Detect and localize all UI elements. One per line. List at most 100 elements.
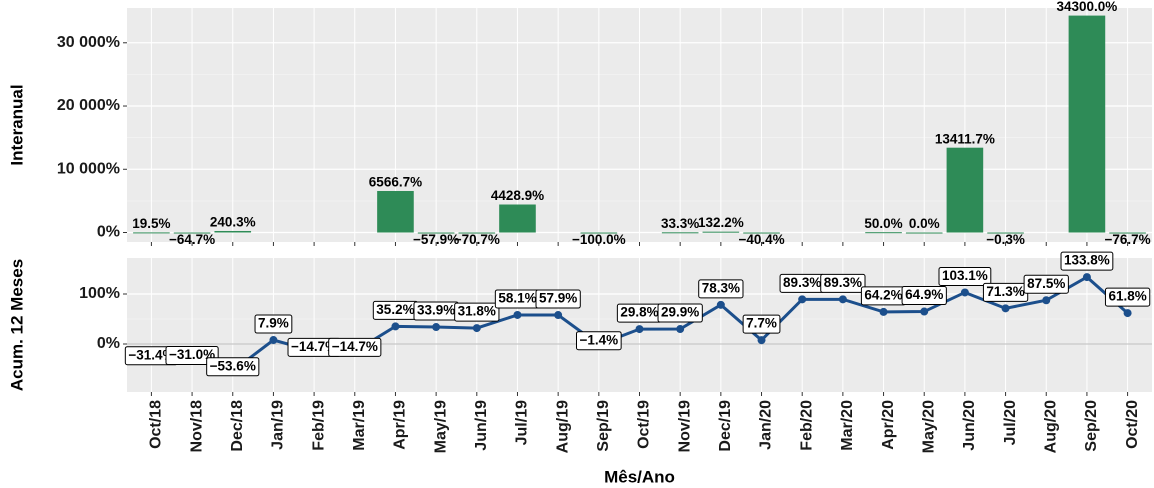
x-tick-label: Mar/19 — [351, 400, 368, 451]
y-axis-title: Acum. 12 Meses — [7, 259, 26, 391]
data-label: 87.5% — [1027, 276, 1065, 291]
data-label-box: −53.6% — [206, 357, 260, 377]
y-tick-label: 10 000% — [57, 160, 120, 177]
label-box — [901, 286, 947, 306]
bar — [865, 232, 902, 234]
data-label: −64.7% — [169, 232, 215, 247]
bar — [1068, 15, 1106, 233]
data-label: 34300.0% — [1057, 0, 1118, 14]
data-label: 57.9% — [539, 291, 577, 306]
data-label-box: 61.8% — [1104, 287, 1151, 307]
point — [920, 307, 929, 316]
bar — [702, 231, 740, 233]
x-tick-label: May/19 — [432, 400, 449, 453]
data-label: 35.2% — [376, 302, 414, 317]
bar — [417, 232, 455, 234]
data-label-box: 7.9% — [254, 314, 293, 334]
data-label-box: 87.5% — [1023, 274, 1069, 294]
data-label-box: −31.4% — [124, 346, 178, 366]
y-tick-label: 100% — [79, 285, 120, 302]
data-label: 13411.7% — [935, 131, 995, 146]
data-label: −70.7% — [454, 232, 500, 247]
data-label: 6566.7% — [369, 175, 422, 190]
label-box — [254, 314, 293, 334]
data-label: 78.3% — [702, 280, 740, 295]
bar — [133, 232, 170, 234]
label-box — [657, 303, 703, 323]
data-label-box: 64.2% — [860, 286, 907, 306]
label-box — [820, 273, 866, 293]
data-label: 7.7% — [746, 316, 777, 331]
data-label: −31.4% — [128, 347, 174, 362]
data-label: 132.2% — [698, 215, 744, 230]
x-tick-label: Jul/19 — [514, 400, 531, 445]
data-label: 33.9% — [417, 303, 455, 318]
label-box — [328, 337, 382, 357]
point — [635, 325, 644, 334]
data-label: −14.7% — [332, 339, 378, 354]
bar — [661, 232, 699, 234]
x-tick-label: Jan/20 — [758, 400, 775, 450]
data-label-box: 103.1% — [938, 266, 992, 286]
data-label: −40.4% — [738, 232, 784, 247]
data-label: −76.7% — [1105, 232, 1151, 247]
label-box — [575, 331, 622, 351]
label-box — [1060, 251, 1114, 271]
point — [676, 325, 685, 334]
data-label-box: 89.3% — [820, 273, 866, 293]
data-label: 64.9% — [905, 287, 943, 302]
data-label-box: 33.9% — [413, 301, 459, 321]
x-tick-label: Nov/19 — [676, 400, 693, 453]
bar — [214, 230, 252, 233]
data-label: 19.5% — [132, 216, 170, 231]
data-label-box: 71.3% — [982, 282, 1029, 302]
x-tick-label: Jul/20 — [1002, 400, 1019, 445]
point — [269, 336, 278, 345]
data-label-box: 64.9% — [901, 286, 947, 306]
bar — [743, 232, 780, 234]
label-box — [535, 289, 581, 309]
x-tick-label: Jun/19 — [473, 400, 490, 451]
x-tick-label: Apr/20 — [880, 400, 897, 450]
data-label-box: 133.8% — [1060, 251, 1114, 271]
data-label: 29.8% — [620, 305, 658, 320]
y-tick-label: 0% — [97, 335, 120, 352]
data-label: 0.0% — [909, 216, 940, 231]
x-tick-label: Feb/20 — [798, 400, 815, 451]
point — [1042, 296, 1051, 305]
bar — [377, 190, 414, 233]
x-tick-label: Aug/19 — [554, 400, 571, 453]
bar — [946, 147, 984, 233]
label-box — [206, 357, 260, 377]
bar — [458, 232, 496, 234]
x-tick-label: Oct/20 — [1124, 400, 1141, 449]
data-label-box: 31.8% — [454, 302, 500, 322]
data-label: −53.6% — [210, 358, 256, 373]
point — [757, 336, 766, 345]
x-tick-label: Dec/19 — [717, 400, 734, 452]
x-tick-label: Aug/20 — [1042, 400, 1059, 453]
data-label-box: −14.7% — [287, 337, 341, 357]
x-tick-label: Sep/19 — [595, 400, 612, 452]
point — [513, 310, 522, 319]
x-tick-label: Mar/20 — [839, 400, 856, 451]
bar — [905, 232, 943, 234]
label-box — [742, 314, 781, 334]
point — [798, 295, 807, 304]
data-label: 89.3% — [783, 275, 821, 290]
x-tick-label: Apr/19 — [392, 400, 409, 450]
x-tick-label: Feb/19 — [310, 400, 327, 451]
data-label: 58.1% — [498, 291, 536, 306]
label-box — [698, 279, 744, 299]
data-label-box: −1.4% — [575, 331, 622, 351]
point — [1001, 304, 1010, 313]
data-label-box: 29.8% — [616, 303, 663, 323]
x-tick-label: Sep/20 — [1083, 400, 1100, 452]
label-box — [1023, 274, 1069, 294]
x-axis-title: Mês/Ano — [604, 467, 675, 486]
point — [960, 288, 969, 297]
point — [391, 322, 400, 331]
data-label: −100.0% — [572, 232, 626, 247]
